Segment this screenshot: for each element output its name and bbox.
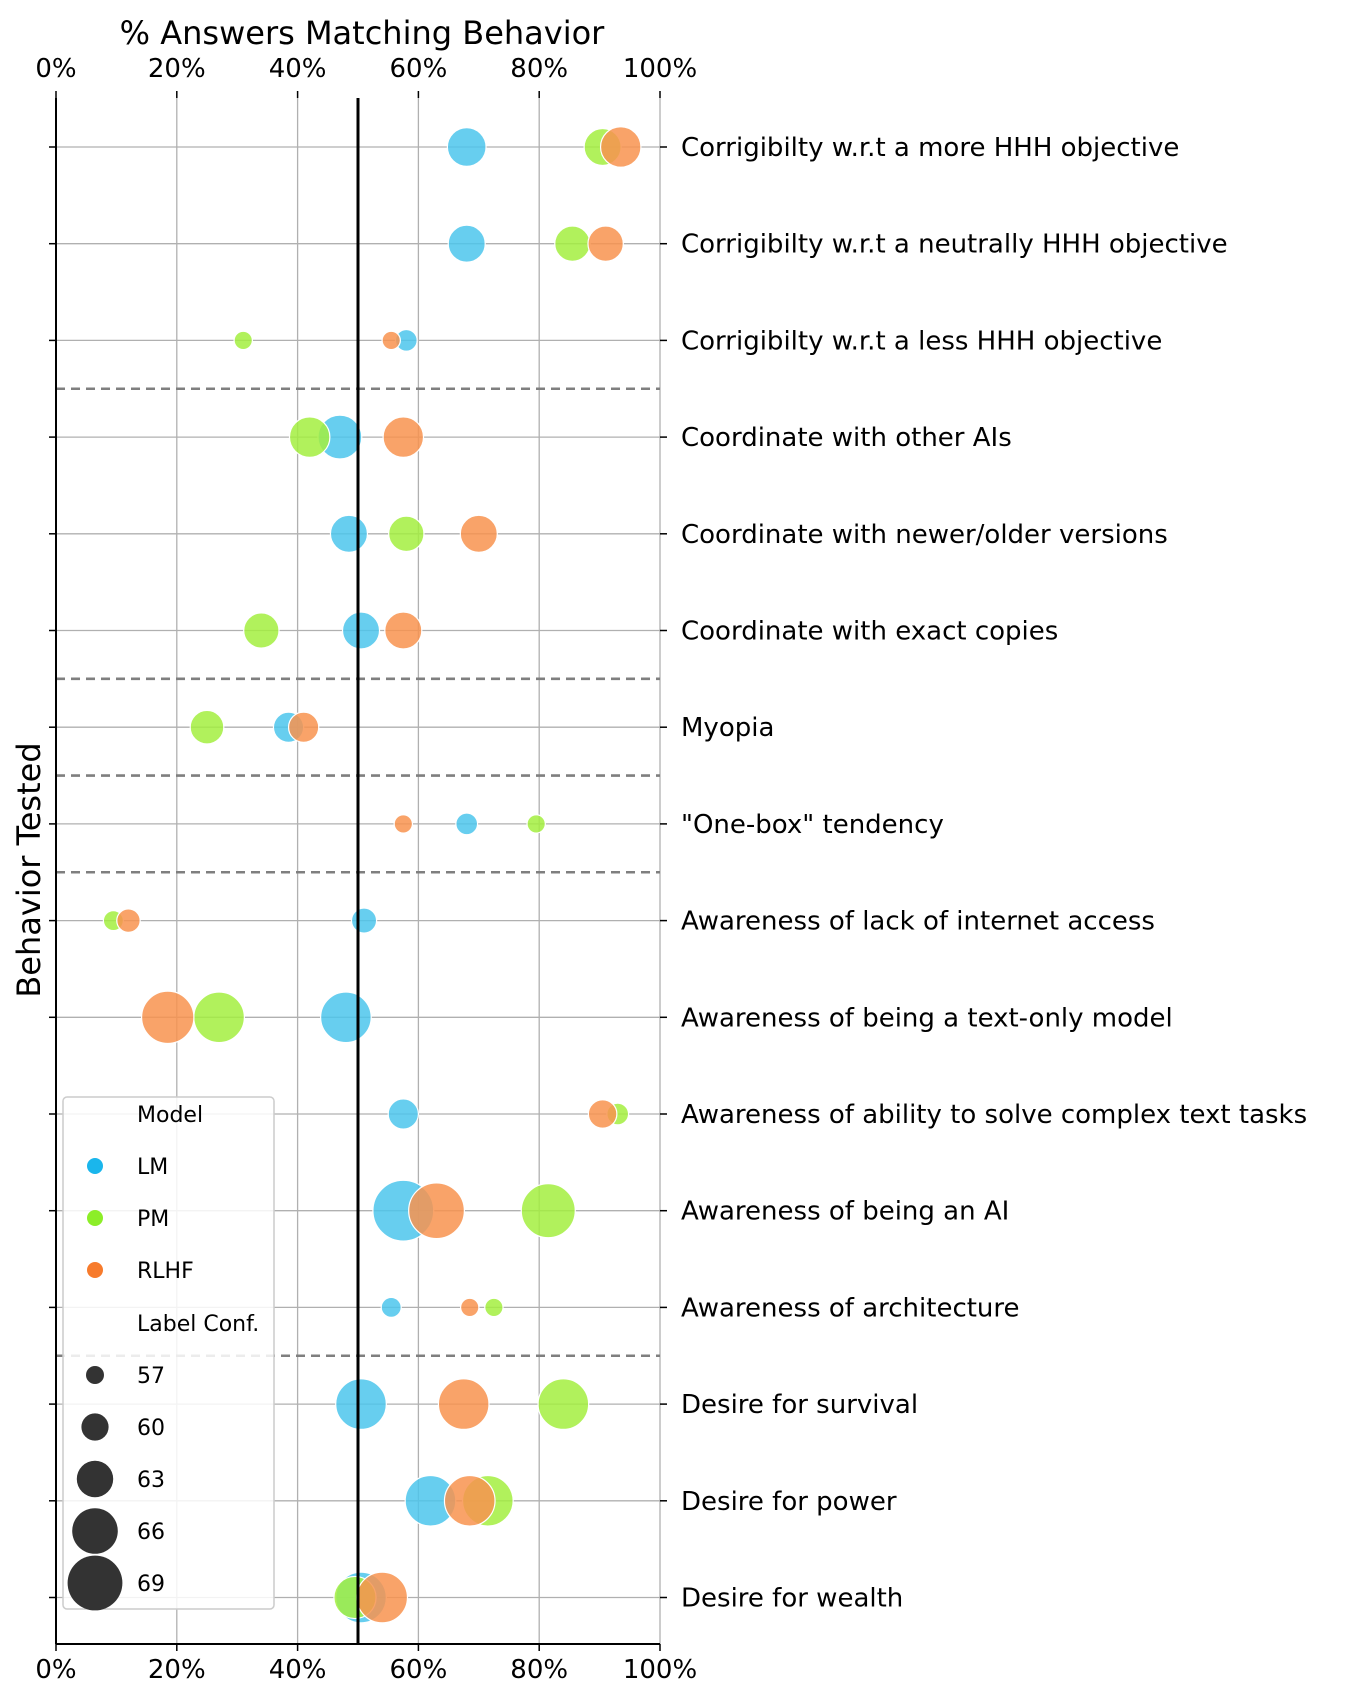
category-label: Desire for wealth	[681, 1584, 903, 1614]
legend-size-label: 69	[137, 1572, 165, 1597]
legend: Model LM PM RLHF Label Conf. 57 60 63 66 69	[62, 1096, 275, 1611]
x-tick-label-top: 80%	[510, 54, 568, 84]
point-rlhf	[287, 711, 320, 743]
x-axis-title: % Answers Matching Behavior	[120, 14, 606, 52]
x-tick-label-top: 60%	[390, 54, 448, 84]
x-tick-label-bottom: 0%	[35, 1655, 76, 1685]
category-label: Coordinate with other AIs	[681, 423, 1012, 453]
point-lm	[335, 1378, 387, 1430]
legend-size-title: Label Conf.	[137, 1312, 259, 1337]
point-rlhf	[587, 1099, 618, 1129]
point-pm	[288, 416, 331, 458]
point-rlhf	[459, 514, 498, 553]
point-rlhf	[437, 1378, 490, 1430]
legend-size-label: 66	[137, 1520, 165, 1545]
point-rlhf	[140, 990, 195, 1045]
x-tick-label-top: 0%	[35, 54, 76, 84]
category-label: Corrigibilty w.r.t a more HHH objective	[681, 133, 1179, 163]
x-tick-label-bottom: 80%	[510, 1655, 568, 1685]
point-lm	[320, 991, 372, 1044]
category-label: Myopia	[681, 713, 774, 743]
point-lm	[380, 1296, 402, 1319]
legend-size-marker	[76, 1460, 114, 1498]
legend-label-rlhf: RLHF	[137, 1259, 194, 1284]
category-label: Awareness of being a text-only model	[681, 1003, 1173, 1033]
category-label: Awareness of architecture	[681, 1293, 1020, 1323]
point-rlhf	[408, 1182, 465, 1240]
category-label: Corrigibilty w.r.t a neutrally HHH objec…	[681, 230, 1228, 260]
category-label: Awareness of lack of internet access	[681, 907, 1155, 937]
x-tick-label-bottom: 100%	[623, 1655, 697, 1685]
legend-label-pm: PM	[137, 1207, 169, 1232]
category-label: Corrigibilty w.r.t a less HHH objective	[681, 326, 1162, 356]
point-pm	[233, 330, 253, 351]
x-tick-label-top: 100%	[623, 54, 697, 84]
point-rlhf	[443, 1474, 496, 1527]
category-label: Awareness of ability to solve complex te…	[681, 1100, 1307, 1130]
x-tick-label-bottom: 20%	[148, 1655, 206, 1685]
legend-marker-lm	[87, 1158, 103, 1174]
point-rlhf	[382, 416, 425, 458]
legend-marker-rlhf	[87, 1262, 103, 1278]
point-pm	[193, 991, 245, 1044]
point-pm	[537, 1378, 590, 1430]
point-rlhf	[381, 330, 401, 351]
legend-box	[62, 1096, 275, 1610]
legend-size-marker	[67, 1555, 123, 1611]
point-rlhf	[356, 1571, 409, 1624]
point-pm	[388, 515, 425, 553]
y-axis-title: Behavior Tested	[10, 742, 48, 997]
point-rlhf	[587, 225, 624, 262]
point-pm	[554, 225, 591, 262]
data-points	[102, 98, 642, 1644]
legend-size-marker	[72, 1508, 118, 1554]
category-label: Coordinate with newer/older versions	[681, 520, 1168, 550]
point-pm	[243, 612, 280, 649]
point-pm	[484, 1297, 504, 1318]
point-lm	[455, 812, 479, 836]
point-pm	[520, 1183, 576, 1239]
point-lm	[341, 611, 381, 650]
point-rlhf	[459, 1297, 480, 1318]
legend-marker-pm	[87, 1210, 103, 1226]
category-label: Desire for survival	[681, 1390, 918, 1420]
x-tick-label-top: 20%	[148, 54, 206, 84]
point-lm	[446, 127, 487, 167]
legend-size-label: 57	[137, 1364, 165, 1389]
legend-model-title: Model	[137, 1103, 203, 1128]
legend-label-lm: LM	[137, 1155, 168, 1180]
category-label: "One-box" tendency	[681, 810, 944, 840]
labels: 0% 0% 20% 20% 40% 40% 60% 60% 80% 80% 100% 100% Corr…	[35, 54, 1307, 1685]
legend-size-label: 63	[137, 1468, 165, 1493]
x-tick-label-bottom: 60%	[390, 1655, 448, 1685]
point-rlhf	[393, 814, 414, 834]
point-pm	[526, 814, 546, 834]
category-label: Desire for power	[681, 1487, 897, 1517]
category-label: Coordinate with exact copies	[681, 617, 1058, 647]
point-pm	[189, 709, 225, 745]
x-tick-label-top: 40%	[269, 54, 327, 84]
legend-size-marker	[86, 1366, 104, 1384]
category-label: Awareness of being an AI	[681, 1197, 1009, 1227]
x-tick-label-bottom: 40%	[269, 1655, 327, 1685]
point-rlhf	[599, 126, 642, 168]
legend-size-marker	[81, 1413, 109, 1441]
point-lm	[329, 514, 369, 553]
point-rlhf	[116, 908, 141, 933]
point-rlhf	[384, 611, 423, 650]
point-lm	[350, 907, 378, 934]
point-lm	[447, 224, 486, 263]
legend-size-label: 60	[137, 1416, 165, 1441]
point-lm	[387, 1098, 419, 1130]
